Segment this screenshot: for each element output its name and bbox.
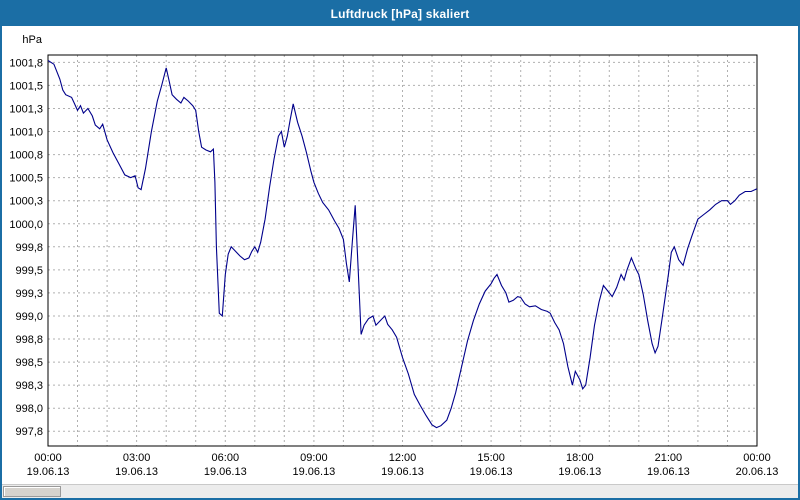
pressure-series-line [47,60,758,429]
svg-text:1001,8: 1001,8 [9,57,43,69]
svg-text:999,8: 999,8 [15,242,43,254]
svg-text:19.06.13: 19.06.13 [27,466,70,478]
svg-text:1001,3: 1001,3 [9,104,43,116]
window-title: Luftdruck [hPa] skaliert [330,7,470,21]
svg-text:997,8: 997,8 [15,426,43,438]
svg-text:06:00: 06:00 [212,452,240,464]
svg-text:03:00: 03:00 [123,452,151,464]
svg-text:12:00: 12:00 [389,452,417,464]
svg-text:998,3: 998,3 [15,380,43,392]
pressure-line-chart: 1001,8 1001,5 1001,3 1001,0 1000,8 1000,5 1000… [9,34,779,478]
grid-lines [48,55,757,446]
svg-text:1001,0: 1001,0 [9,127,43,139]
svg-text:18:00: 18:00 [566,452,594,464]
svg-text:999,0: 999,0 [15,311,43,323]
svg-text:09:00: 09:00 [300,452,328,464]
svg-text:998,5: 998,5 [15,357,43,369]
svg-text:1001,5: 1001,5 [9,80,43,92]
chart-area: 1001,8 1001,5 1001,3 1001,0 1000,8 1000,5 1000… [2,26,798,484]
y-axis-unit-label: hPa [22,34,42,46]
svg-text:1000,8: 1000,8 [9,150,43,162]
plot-frame [47,54,758,447]
svg-text:998,0: 998,0 [15,403,43,415]
svg-text:15:00: 15:00 [477,452,505,464]
window-titlebar: Luftdruck [hPa] skaliert [2,2,798,26]
svg-text:20.06.13: 20.06.13 [736,466,779,478]
svg-text:999,3: 999,3 [15,288,43,300]
svg-text:998,8: 998,8 [15,334,43,346]
horizontal-scrollbar[interactable] [2,484,798,498]
svg-text:1000,5: 1000,5 [9,173,43,185]
svg-text:00:00: 00:00 [743,452,771,464]
svg-text:19.06.13: 19.06.13 [647,466,690,478]
y-axis-labels: 1001,8 1001,5 1001,3 1001,0 1000,8 1000,5 1000… [9,57,43,438]
svg-text:00:00: 00:00 [34,452,62,464]
svg-text:19.06.13: 19.06.13 [204,466,247,478]
svg-text:1000,0: 1000,0 [9,219,43,231]
svg-text:21:00: 21:00 [655,452,683,464]
scrollbar-thumb[interactable] [3,486,61,497]
x-axis-labels: 00:00 19.06.13 03:00 19.06.13 06:00 19.06.13 0… [27,452,779,478]
svg-text:19.06.13: 19.06.13 [558,466,601,478]
svg-text:19.06.13: 19.06.13 [381,466,424,478]
svg-text:19.06.13: 19.06.13 [115,466,158,478]
svg-text:19.06.13: 19.06.13 [292,466,335,478]
svg-text:1000,3: 1000,3 [9,196,43,208]
svg-text:19.06.13: 19.06.13 [470,466,513,478]
svg-text:999,5: 999,5 [15,265,43,277]
